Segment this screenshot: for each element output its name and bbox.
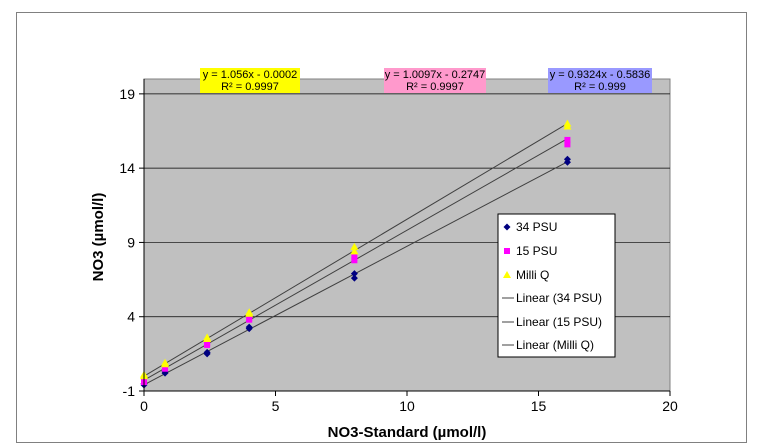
legend-box [497, 213, 616, 358]
x-tick-label: 10 [399, 398, 415, 414]
equation-label-34-psu: y = 0.9324x - 0.5836 R² = 0.999 [548, 68, 652, 93]
equation-label-15-psu: y = 1.0097x - 0.2747 R² = 0.9997 [384, 68, 486, 93]
legend-item-linear-milli-q: Linear (Milli Q) [502, 338, 594, 352]
x-axis-ticks: 0 5 10 15 20 [140, 391, 678, 414]
legend-label-15-psu: 15 PSU [516, 244, 557, 258]
legend-item-linear-34-psu: Linear (34 PSU) [502, 291, 602, 305]
legend-item-15-psu: 15 PSU [504, 244, 557, 258]
point-milli-q [350, 247, 359, 255]
legend-label-milli-q: Milli Q [516, 268, 549, 282]
legend-label-linear-15-psu: Linear (15 PSU) [516, 315, 602, 329]
point-milli-q [203, 333, 212, 341]
legend-item-34-psu: 34 PSU [503, 220, 557, 234]
equation-text-milli-q: y = 1.056x - 0.0002 [203, 69, 297, 81]
x-axis-label: NO3-Standard (µmol/l) [328, 424, 487, 441]
equation-text-15-psu: y = 1.0097x - 0.2747 [385, 69, 486, 81]
legend-label-linear-milli-q: Linear (Milli Q) [516, 338, 594, 352]
y-tick-label: 4 [127, 309, 135, 325]
point-milli-q [245, 308, 254, 316]
point-34-psu [350, 274, 358, 282]
y-axis-label: NO3 (µmol/l) [90, 193, 107, 282]
y-tick-label: -1 [123, 383, 136, 399]
y-tick-label: 19 [119, 86, 135, 102]
r2-text-milli-q: R² = 0.9997 [221, 81, 279, 93]
r2-text-34-psu: R² = 0.999 [574, 81, 626, 93]
legend-marker-milli-q [503, 271, 511, 278]
point-34-psu [563, 155, 571, 163]
equation-box-34-psu [548, 68, 652, 93]
legend-marker-34-psu [503, 223, 511, 231]
point-milli-q [563, 119, 572, 127]
legend: 34 PSU 15 PSU Milli Q Linear (34 PSU) Li… [497, 213, 616, 358]
equation-labels: y = 1.056x - 0.0002 R² = 0.9997 y = 1.00… [200, 68, 652, 93]
point-34-psu [350, 270, 358, 278]
legend-marker-15-psu [504, 248, 510, 254]
equation-label-milli-q: y = 1.056x - 0.0002 R² = 0.9997 [200, 68, 300, 93]
point-34-psu [245, 323, 253, 331]
legend-label-34-psu: 34 PSU [516, 220, 557, 234]
legend-item-linear-15-psu: Linear (15 PSU) [502, 315, 602, 329]
x-tick-label: 0 [140, 398, 148, 414]
legend-item-milli-q: Milli Q [503, 268, 549, 282]
x-tick-label: 20 [662, 398, 678, 414]
equation-box-milli-q [200, 68, 300, 93]
point-15-psu [351, 254, 358, 261]
r2-text-15-psu: R² = 0.9997 [406, 81, 464, 93]
point-milli-q [350, 242, 359, 250]
point-milli-q [161, 358, 170, 366]
point-34-psu [203, 348, 211, 356]
y-tick-label: 14 [119, 160, 135, 176]
gridlines [144, 93, 670, 318]
equation-box-15-psu [384, 68, 486, 93]
equation-text-34-psu: y = 0.9324x - 0.5836 [550, 69, 651, 81]
x-tick-label: 5 [272, 398, 280, 414]
legend-label-linear-34-psu: Linear (34 PSU) [516, 291, 602, 305]
y-tick-label: 9 [127, 234, 135, 250]
point-15-psu [564, 136, 571, 143]
x-tick-label: 15 [531, 398, 547, 414]
y-axis-ticks: -1 4 9 14 19 [119, 86, 144, 399]
